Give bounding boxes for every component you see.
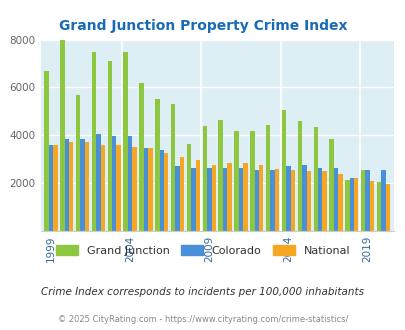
Bar [96, 134, 100, 231]
Bar [227, 163, 231, 231]
Legend: Grand Junction, Colorado, National: Grand Junction, Colorado, National [51, 241, 354, 260]
Bar [353, 178, 358, 231]
Bar [143, 148, 148, 231]
Bar [49, 145, 53, 231]
Bar [139, 83, 143, 231]
Bar [164, 153, 168, 231]
Bar [333, 168, 337, 231]
Bar [202, 126, 207, 231]
Bar [80, 139, 85, 231]
Bar [107, 61, 112, 231]
Bar [313, 127, 317, 231]
Bar [155, 99, 159, 231]
Bar [195, 160, 200, 231]
Bar [344, 180, 349, 231]
Bar [171, 104, 175, 231]
Bar [159, 150, 164, 231]
Bar [274, 169, 279, 231]
Bar [69, 143, 73, 231]
Bar [132, 147, 136, 231]
Bar [322, 171, 326, 231]
Bar [238, 168, 243, 231]
Bar [191, 168, 195, 231]
Bar [364, 170, 369, 231]
Bar [60, 40, 64, 231]
Bar [369, 181, 373, 231]
Bar [234, 130, 238, 231]
Bar [100, 145, 105, 231]
Bar [270, 170, 274, 231]
Bar [380, 170, 385, 231]
Bar [265, 124, 270, 231]
Bar [64, 139, 69, 231]
Bar [306, 171, 310, 231]
Bar [123, 51, 128, 231]
Bar [112, 137, 116, 231]
Bar [44, 71, 49, 231]
Bar [207, 168, 211, 231]
Bar [53, 145, 58, 231]
Bar [286, 166, 290, 231]
Bar [85, 143, 89, 231]
Bar [76, 95, 80, 231]
Bar [249, 130, 254, 231]
Text: © 2025 CityRating.com - https://www.cityrating.com/crime-statistics/: © 2025 CityRating.com - https://www.city… [58, 315, 347, 324]
Bar [179, 157, 184, 231]
Bar [281, 110, 286, 231]
Bar [218, 120, 222, 231]
Bar [186, 144, 191, 231]
Bar [328, 139, 333, 231]
Bar [385, 184, 389, 231]
Bar [211, 165, 215, 231]
Bar [148, 148, 152, 231]
Bar [128, 137, 132, 231]
Bar [360, 170, 364, 231]
Bar [254, 170, 258, 231]
Bar [290, 170, 294, 231]
Text: Crime Index corresponds to incidents per 100,000 inhabitants: Crime Index corresponds to incidents per… [41, 287, 364, 297]
Bar [243, 163, 247, 231]
Bar [175, 166, 179, 231]
Bar [337, 174, 342, 231]
Bar [301, 165, 306, 231]
Bar [222, 168, 227, 231]
Bar [297, 121, 301, 231]
Bar [116, 145, 121, 231]
Text: Grand Junction Property Crime Index: Grand Junction Property Crime Index [59, 19, 346, 33]
Bar [317, 168, 322, 231]
Bar [92, 51, 96, 231]
Bar [349, 178, 353, 231]
Bar [376, 182, 380, 231]
Bar [258, 165, 263, 231]
